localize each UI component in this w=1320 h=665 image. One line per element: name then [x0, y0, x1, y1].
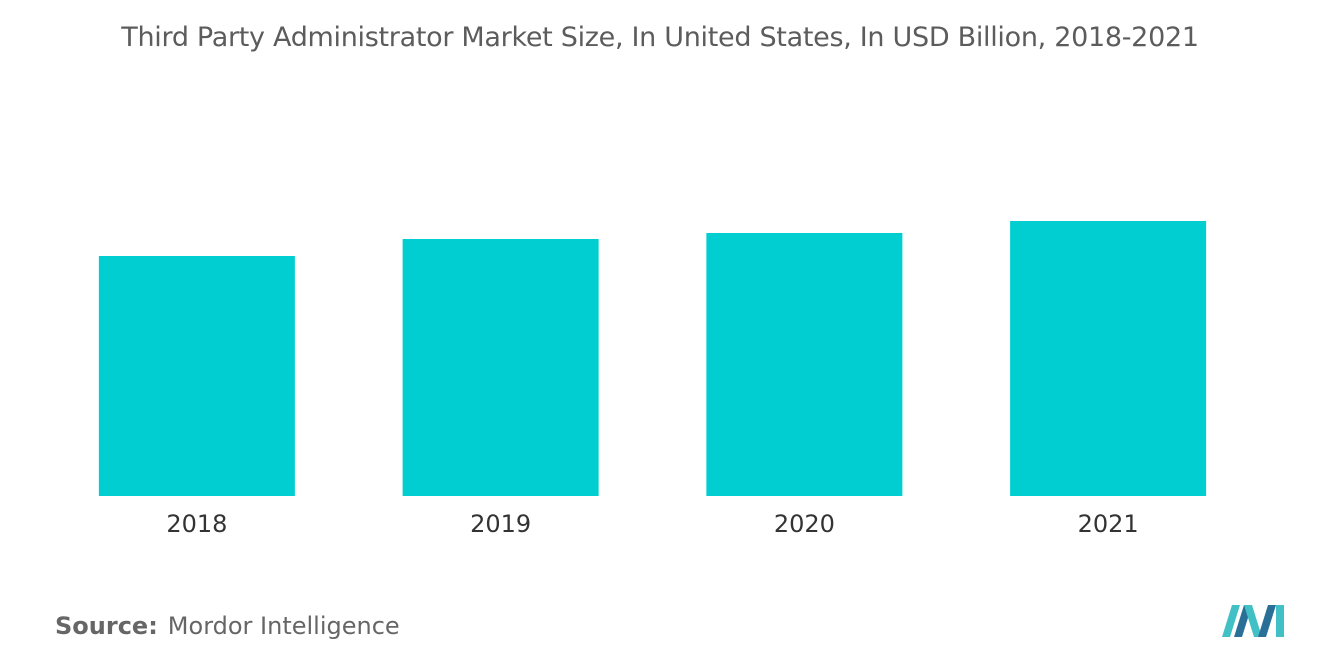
x-tick-label-2018: 2018 — [166, 510, 227, 538]
bar-2019 — [402, 239, 599, 496]
bars-layer — [98, 221, 1207, 496]
bar-2018 — [98, 256, 295, 496]
source-note: Source: Mordor Intelligence — [55, 612, 400, 640]
bar-2020 — [706, 233, 903, 496]
source-label: Source: — [55, 612, 158, 640]
bar-chart: 2018 2019 2020 2021 — [98, 221, 1207, 538]
x-tick-label-2019: 2019 — [470, 510, 531, 538]
x-tick-label-2021: 2021 — [1078, 510, 1139, 538]
mordor-intelligence-logo-icon — [1222, 605, 1284, 637]
x-tick-labels: 2018 2019 2020 2021 — [166, 510, 1138, 538]
chart-title: Third Party Administrator Market Size, I… — [121, 22, 1199, 53]
source-value: Mordor Intelligence — [167, 612, 400, 640]
bar-2021 — [1010, 221, 1207, 496]
x-tick-label-2020: 2020 — [774, 510, 835, 538]
